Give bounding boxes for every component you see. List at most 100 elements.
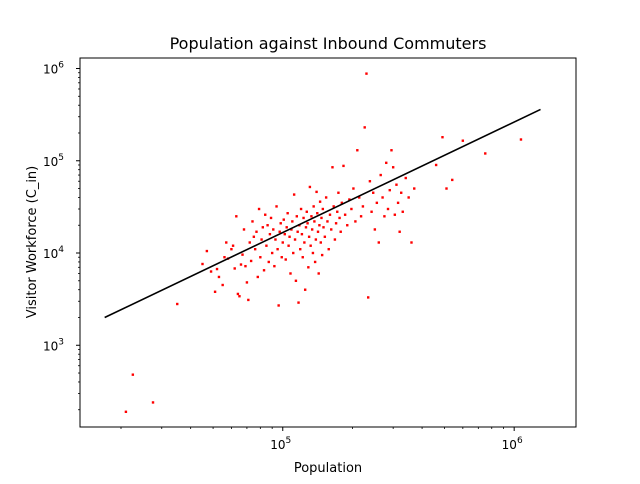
scatter-point — [269, 216, 273, 220]
scatter-point — [346, 224, 349, 227]
scatter-point — [363, 126, 366, 129]
scatter-point — [276, 247, 279, 251]
scatter-point — [313, 260, 317, 264]
scatter-point — [295, 215, 298, 218]
scatter-point — [299, 207, 303, 211]
scatter-point — [239, 263, 243, 266]
scatter-point — [288, 235, 291, 238]
scatter-point — [342, 164, 345, 168]
scatter-point — [289, 272, 292, 275]
scatter-point — [242, 228, 246, 231]
scatter-point — [301, 256, 304, 259]
scatter-point — [205, 249, 209, 253]
scatter-point — [396, 201, 400, 205]
scatter-point — [395, 183, 398, 186]
scatter-point — [209, 270, 213, 273]
scatter-point — [318, 200, 322, 203]
scatter-point — [336, 210, 339, 213]
scatter-point — [354, 220, 357, 223]
scatter-point — [339, 230, 342, 233]
scatter-point — [331, 166, 334, 169]
scatter-point — [233, 267, 236, 270]
scatter-point — [323, 235, 327, 238]
scatter-point — [292, 193, 296, 196]
scatter-point — [282, 218, 285, 221]
scatter-point — [340, 201, 344, 205]
scatter-point — [306, 222, 309, 225]
scatter-point — [390, 149, 393, 152]
scatter-point — [268, 232, 272, 236]
scatter-point — [368, 180, 372, 183]
scatter-point — [131, 373, 135, 376]
scatter-point — [245, 281, 249, 284]
scatter-point — [296, 230, 299, 233]
scatter-point — [312, 205, 315, 208]
scatter-point — [361, 205, 365, 208]
y-axis-label: Visitor Workforce (C_in) — [25, 166, 40, 319]
scatter-point — [386, 207, 390, 211]
scatter-point — [398, 230, 401, 233]
scatter-point — [262, 269, 266, 272]
scatter-point — [365, 72, 368, 75]
scatter-point — [391, 166, 395, 169]
scatter-point — [264, 213, 267, 216]
scatter-point — [261, 226, 265, 229]
scatter-point — [383, 215, 386, 218]
scatter-point — [358, 196, 361, 199]
scatter-point — [244, 264, 247, 268]
scatter-point — [238, 295, 241, 298]
scatter-point — [257, 207, 261, 211]
fit-line — [104, 108, 541, 319]
scatter-point — [279, 222, 282, 225]
scatter-point — [292, 251, 295, 255]
scatter-point — [248, 241, 251, 244]
scatter-point — [287, 244, 290, 247]
scatter-point — [277, 304, 280, 307]
scatter-point — [303, 241, 306, 244]
scatter-point — [388, 188, 391, 192]
scatter-point — [255, 230, 258, 233]
chart-title: Population against Inbound Commuters — [170, 34, 487, 53]
scatter-point — [285, 226, 288, 229]
scatter-point — [316, 230, 320, 233]
scatter-point — [385, 161, 388, 165]
scatter-point — [326, 220, 329, 223]
scatter-point — [265, 244, 268, 247]
scatter-point — [291, 220, 294, 223]
scatter-point — [249, 259, 253, 263]
scatter-point — [332, 205, 335, 208]
scatter-point — [370, 210, 373, 213]
scatter-point — [319, 241, 322, 244]
scatter-point — [217, 275, 221, 279]
scatter-point — [286, 212, 289, 215]
scatter-point — [373, 228, 377, 231]
scatter-point — [333, 238, 337, 241]
scatter-point — [410, 241, 413, 244]
scatter-point — [314, 238, 318, 241]
scatter-point — [201, 262, 204, 266]
scatter-point — [281, 241, 284, 244]
scatter-point — [461, 139, 465, 142]
scatter-point — [451, 178, 454, 182]
scatter-point — [225, 241, 228, 244]
scatter-point — [236, 292, 240, 296]
scatter-point — [320, 253, 324, 257]
scatter-point — [375, 201, 379, 205]
scatter-point — [313, 220, 316, 223]
scatter-point — [348, 198, 351, 201]
scatter-point — [338, 216, 341, 220]
plot-area — [104, 72, 541, 413]
scatter-point — [330, 228, 333, 231]
scatter-point — [320, 216, 323, 220]
scatter-point — [350, 207, 353, 211]
scatter-point — [223, 256, 226, 259]
scatter-point — [303, 288, 307, 291]
scatter-point — [260, 238, 263, 241]
scatter-point — [253, 247, 257, 251]
scatter-point — [343, 213, 347, 216]
scatter-point — [315, 190, 318, 194]
scatter-point — [379, 173, 382, 177]
scatter-point — [310, 228, 314, 231]
